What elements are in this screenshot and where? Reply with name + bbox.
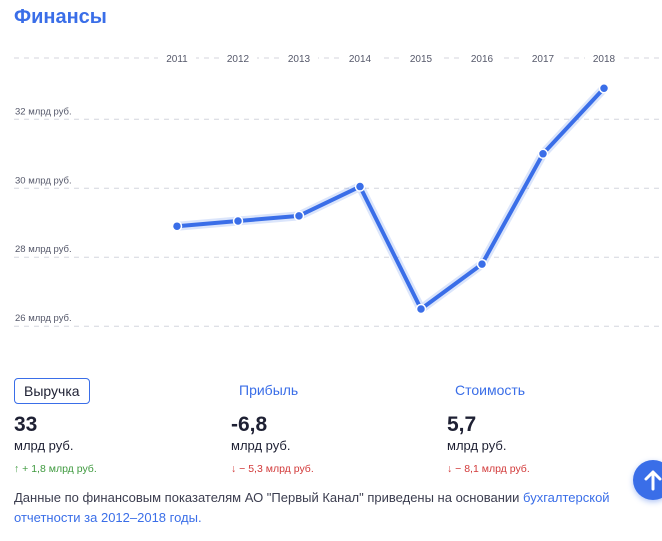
data-point[interactable] bbox=[476, 258, 488, 270]
revenue-series bbox=[171, 83, 610, 315]
x-tick-label: 2016 bbox=[471, 54, 494, 65]
y-tick-label: 28 млрд руб. bbox=[15, 244, 72, 255]
data-point[interactable] bbox=[232, 215, 244, 227]
data-point[interactable] bbox=[354, 181, 366, 192]
metric-profit: Прибыль -6,8 млрд руб. ↓ − 5,3 млрд руб. bbox=[231, 378, 421, 475]
x-tick-bg bbox=[158, 51, 196, 65]
company-value: 5,7 bbox=[447, 413, 477, 436]
x-tick-label: 2017 bbox=[532, 54, 555, 65]
series-line-glow bbox=[172, 83, 609, 314]
y-tick-label: 30 млрд руб. bbox=[15, 175, 72, 186]
accounting-report-link[interactable]: бухгалтерской отчетности за 2012–2018 го… bbox=[14, 490, 610, 525]
revenue-change: ↑ + 1,8 млрд руб. bbox=[14, 463, 97, 475]
tab-revenue[interactable]: Выручка bbox=[14, 378, 90, 404]
arrow-up-icon bbox=[644, 470, 662, 491]
data-point[interactable] bbox=[415, 303, 427, 315]
profit-change: ↓ − 5,3 млрд руб. bbox=[231, 463, 314, 475]
x-tick-label: 2011 bbox=[166, 54, 188, 65]
metric-revenue: Выручка 33 млрд руб. ↑ + 1,8 млрд руб. bbox=[14, 378, 204, 475]
x-tick-bg bbox=[341, 51, 379, 65]
profit-unit: млрд руб. bbox=[231, 438, 291, 453]
data-point[interactable] bbox=[537, 148, 549, 160]
profit-value: -6,8 bbox=[231, 413, 268, 436]
x-tick-label: 2018 bbox=[593, 54, 616, 65]
section-title: Финансы bbox=[14, 6, 107, 28]
x-tick-bg bbox=[280, 51, 318, 65]
footnote-text: Данные по финансовым показателям АО "Пер… bbox=[14, 490, 524, 505]
x-tick-bg bbox=[524, 51, 562, 65]
tab-value[interactable]: Стоимость bbox=[455, 382, 526, 398]
x-tick-bg bbox=[585, 51, 623, 65]
revenue-unit: млрд руб. bbox=[14, 438, 74, 453]
data-point[interactable] bbox=[293, 210, 305, 222]
x-tick-label: 2012 bbox=[227, 54, 250, 65]
y-axis-ticks: 32 млрд руб. 30 млрд руб. 28 млрд руб. 26 м… bbox=[15, 106, 72, 324]
series-line bbox=[175, 86, 606, 311]
company-value-unit: млрд руб. bbox=[447, 438, 507, 453]
scroll-to-top-button[interactable] bbox=[633, 460, 662, 500]
metric-value: Стоимость 5,7 млрд руб. ↓ − 8,1 млрд руб… bbox=[447, 378, 637, 475]
revenue-value: 33 bbox=[14, 413, 38, 436]
x-tick-bg bbox=[219, 51, 257, 65]
data-point[interactable] bbox=[598, 83, 610, 94]
chart-grid bbox=[14, 57, 662, 327]
x-tick-bg bbox=[463, 51, 501, 65]
y-tick-label: 32 млрд руб. bbox=[15, 106, 72, 117]
tab-profit[interactable]: Прибыль bbox=[239, 382, 299, 398]
x-tick-label: 2013 bbox=[288, 54, 311, 65]
x-tick-bg bbox=[402, 51, 440, 65]
x-tick-label: 2014 bbox=[349, 54, 372, 65]
company-value-change: ↓ − 8,1 млрд руб. bbox=[447, 463, 530, 475]
x-tick-label: 2015 bbox=[410, 54, 433, 65]
x-axis-ticks: 2011 2012 2013 2014 2015 2016 2017 2018 bbox=[158, 51, 623, 65]
finance-line-chart: 2011 2012 2013 2014 2015 2016 2017 2018 32 млрд… bbox=[14, 51, 662, 327]
y-tick-label: 26 млрд руб. bbox=[15, 313, 72, 324]
footnote: Данные по финансовым показателям АО "Пер… bbox=[14, 488, 662, 528]
data-point[interactable] bbox=[171, 220, 183, 232]
